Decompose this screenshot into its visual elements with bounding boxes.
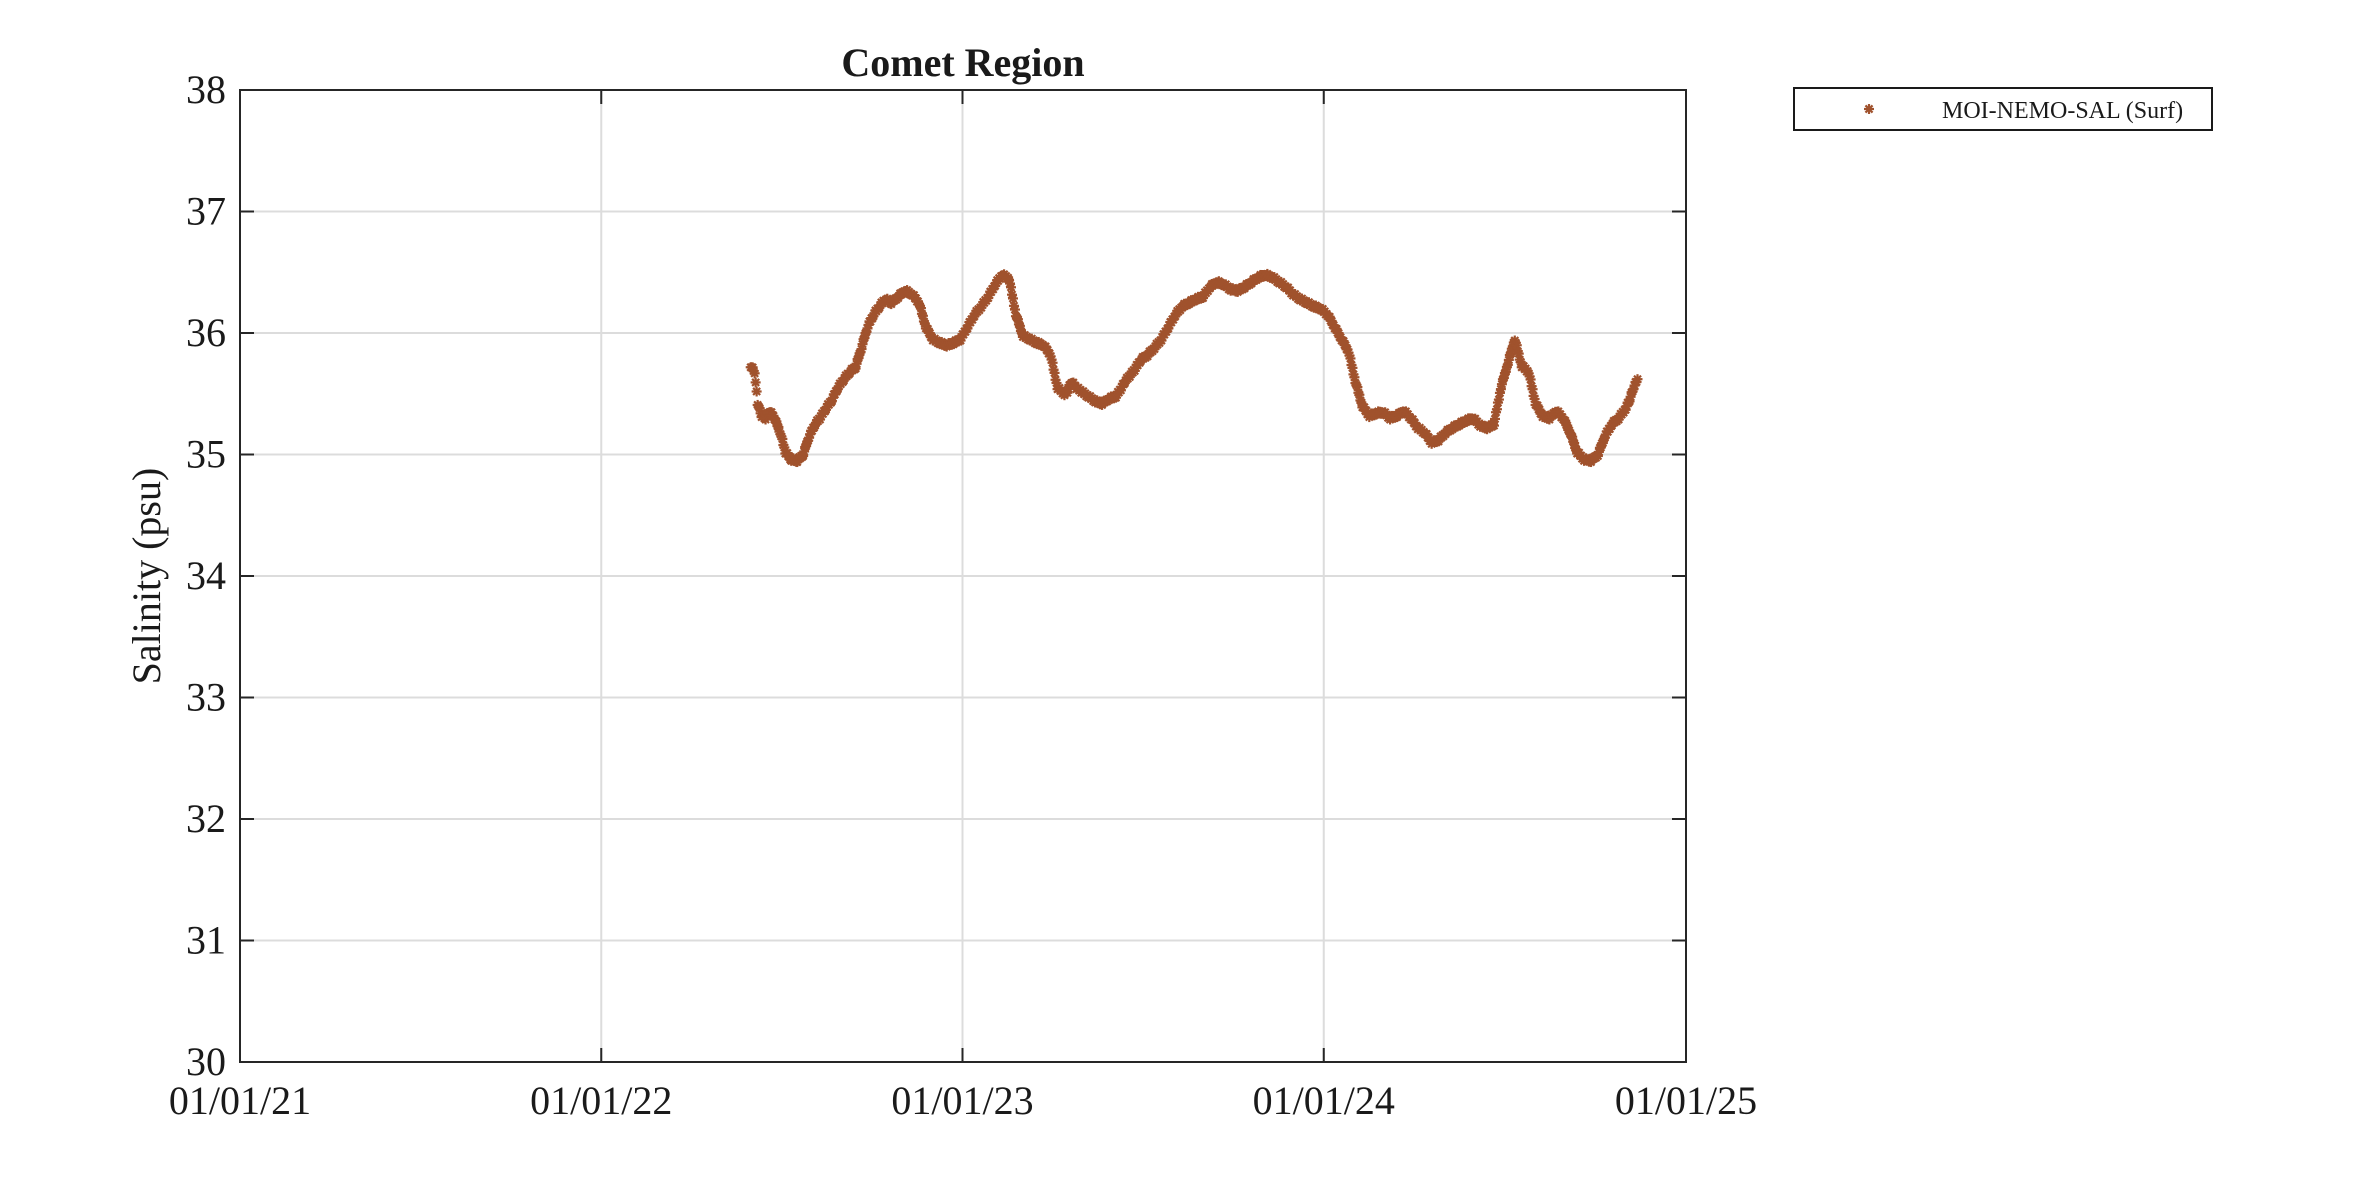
- legend-marker-point: [1864, 104, 1874, 114]
- data-point: [1347, 362, 1358, 373]
- y-tick-label: 30: [186, 1039, 226, 1084]
- y-axis-label: Salinity (psu): [124, 468, 169, 685]
- x-tick-label: 01/01/23: [891, 1078, 1033, 1123]
- data-point: [1491, 404, 1502, 415]
- x-tick-label: 01/01/25: [1615, 1078, 1757, 1123]
- data-point: [1632, 374, 1643, 385]
- y-tick-label: 32: [186, 796, 226, 841]
- legend: MOI-NEMO-SAL (Surf): [1793, 87, 2213, 131]
- tick-labels: 30 31 32 33 34 35 36 37 38 01/01/21 01/01/22 01/01/…: [169, 67, 1757, 1123]
- x-tick-label: 01/01/24: [1253, 1078, 1395, 1123]
- x-tick-label: 01/01/22: [530, 1078, 672, 1123]
- y-tick-label: 38: [186, 67, 226, 112]
- data-point: [1007, 293, 1018, 304]
- x-tick-label: 01/01/21: [169, 1078, 311, 1123]
- data-point: [1006, 282, 1017, 293]
- plot-area: [745, 268, 1643, 468]
- axes: [239, 89, 1687, 1063]
- legend-entry-label: MOI-NEMO-SAL (Surf): [1942, 98, 2183, 124]
- series-markers: [745, 268, 1643, 468]
- y-tick-label: 35: [186, 432, 226, 477]
- y-tick-label: 37: [186, 189, 226, 234]
- data-point: [749, 368, 760, 379]
- data-point: [1049, 367, 1060, 378]
- legend-marker-asterisk-icon: [1864, 104, 1874, 114]
- y-tick-label: 34: [186, 553, 226, 598]
- data-point: [751, 386, 762, 397]
- y-tick-label: 33: [186, 675, 226, 720]
- data-point: [750, 377, 761, 388]
- y-tick-label: 36: [186, 310, 226, 355]
- legend-box: [1793, 87, 2213, 131]
- chart-title: Comet Region: [841, 40, 1084, 85]
- y-tick-label: 31: [186, 918, 226, 963]
